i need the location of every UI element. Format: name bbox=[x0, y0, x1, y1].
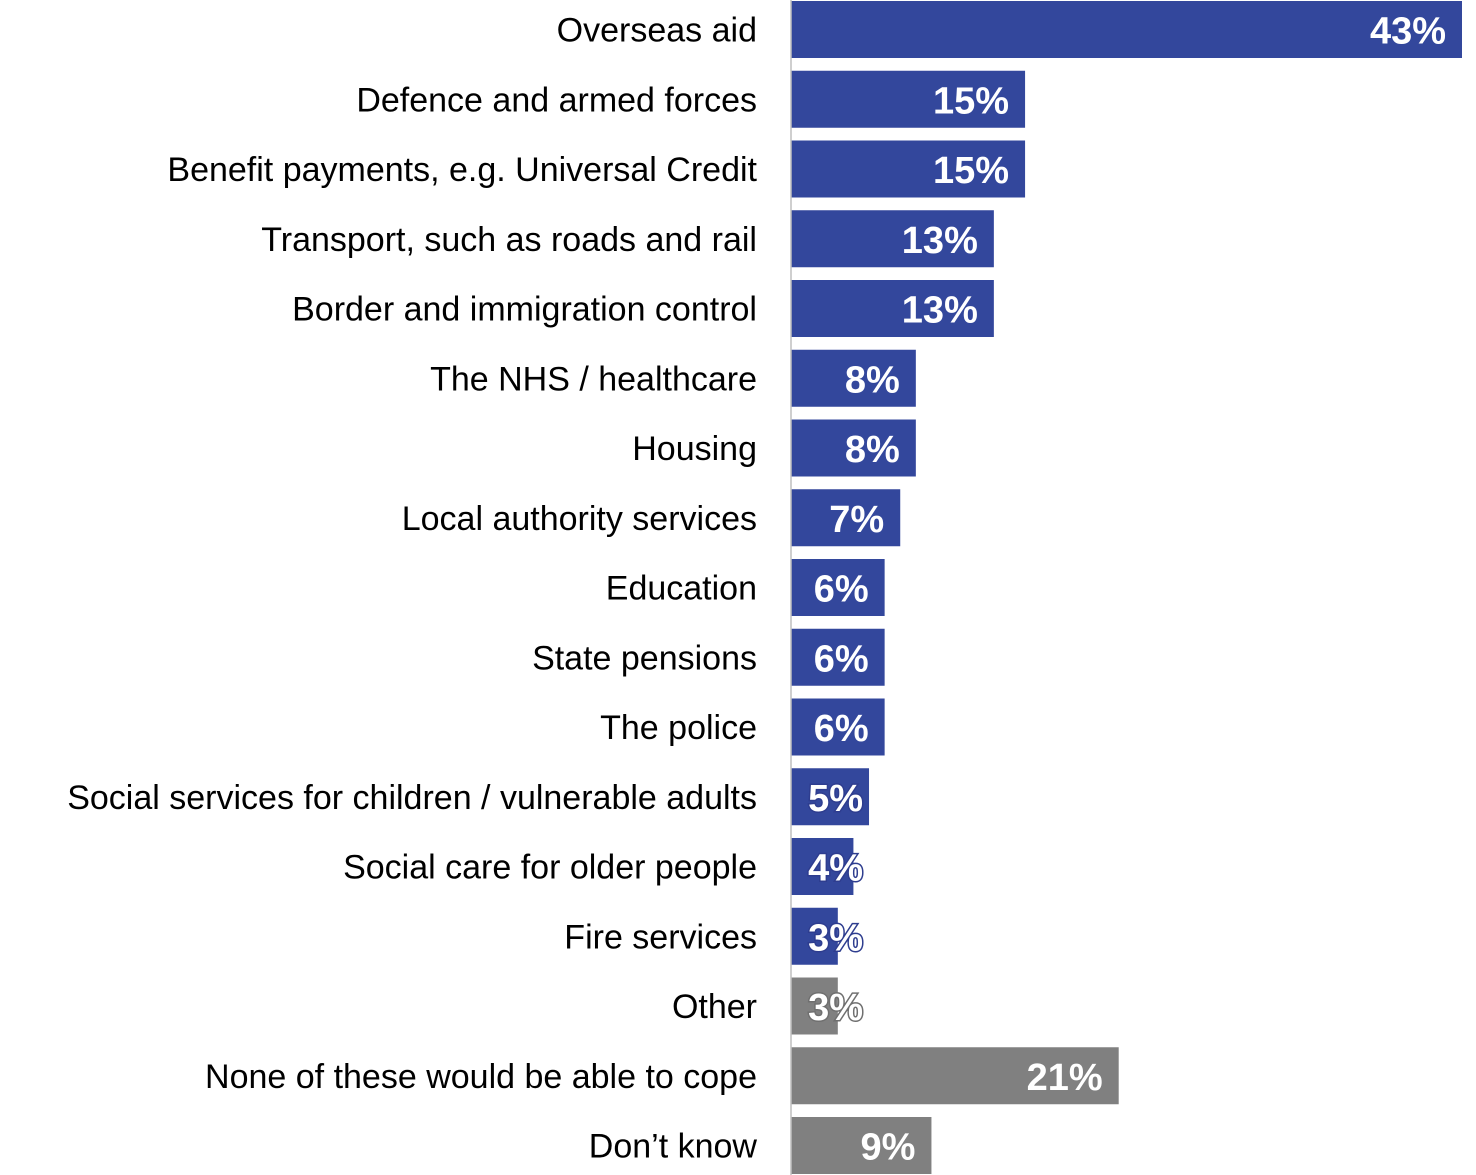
category-label: Social services for children / vulnerabl… bbox=[67, 779, 757, 817]
bar bbox=[791, 1117, 932, 1174]
value-label: 6% bbox=[814, 708, 869, 750]
value-label: 4% bbox=[808, 848, 863, 890]
value-label: 3% bbox=[808, 987, 863, 1029]
value-label: 5% bbox=[808, 778, 863, 820]
category-label: Benefit payments, e.g. Universal Credit bbox=[167, 151, 757, 189]
category-label: Local authority services bbox=[402, 500, 757, 538]
bar bbox=[791, 768, 870, 826]
bars-group bbox=[791, 1, 1462, 1174]
category-label: The police bbox=[600, 709, 757, 747]
value-label: 15% bbox=[933, 80, 1009, 122]
category-label: Defence and armed forces bbox=[356, 81, 757, 119]
value-label: 13% bbox=[902, 290, 978, 332]
value-label: 3% bbox=[808, 917, 863, 959]
value-label: 43% bbox=[1370, 11, 1446, 53]
value-label: 9% bbox=[861, 1127, 916, 1169]
value-label: 7% bbox=[829, 499, 884, 541]
value-label: 8% bbox=[845, 429, 900, 471]
category-label: Border and immigration control bbox=[292, 291, 757, 329]
bar bbox=[791, 489, 901, 547]
bar bbox=[791, 1047, 1119, 1105]
bar bbox=[791, 838, 854, 895]
value-label: 6% bbox=[814, 569, 869, 611]
value-label: 21% bbox=[1027, 1057, 1103, 1099]
category-label: Overseas aid bbox=[557, 12, 757, 50]
bar bbox=[791, 628, 885, 686]
bar bbox=[791, 349, 916, 407]
bar bbox=[791, 977, 838, 1035]
category-label: Other bbox=[672, 988, 757, 1026]
category-label: Fire services bbox=[564, 918, 757, 956]
category-label: The NHS / healthcare bbox=[430, 360, 757, 398]
category-label: None of these would be able to cope bbox=[205, 1058, 757, 1096]
bar bbox=[791, 280, 994, 337]
value-label: 15% bbox=[933, 150, 1009, 192]
value-label: 8% bbox=[845, 359, 900, 401]
bar bbox=[791, 70, 1026, 128]
value-label: 6% bbox=[814, 638, 869, 680]
category-label: Don’t know bbox=[589, 1128, 758, 1166]
category-label: Education bbox=[606, 570, 757, 608]
bar bbox=[791, 140, 1026, 198]
bar bbox=[791, 419, 916, 477]
value-labels-group: 43%15%15%13%13%8%8%7%6%6%6%5%4%3%3%21%9% bbox=[807, 11, 1446, 1169]
bar bbox=[791, 210, 994, 268]
bar bbox=[791, 907, 838, 965]
bar bbox=[791, 1, 1462, 58]
category-label: Housing bbox=[632, 430, 757, 468]
category-label: Transport, such as roads and rail bbox=[261, 221, 757, 259]
bar bbox=[791, 559, 885, 616]
value-label: 13% bbox=[902, 220, 978, 262]
bar bbox=[791, 698, 885, 756]
category-labels-group: Overseas aid Defence and armed forces Bene… bbox=[67, 12, 757, 1166]
category-label: State pensions bbox=[532, 639, 757, 677]
category-label: Social care for older people bbox=[343, 849, 757, 887]
